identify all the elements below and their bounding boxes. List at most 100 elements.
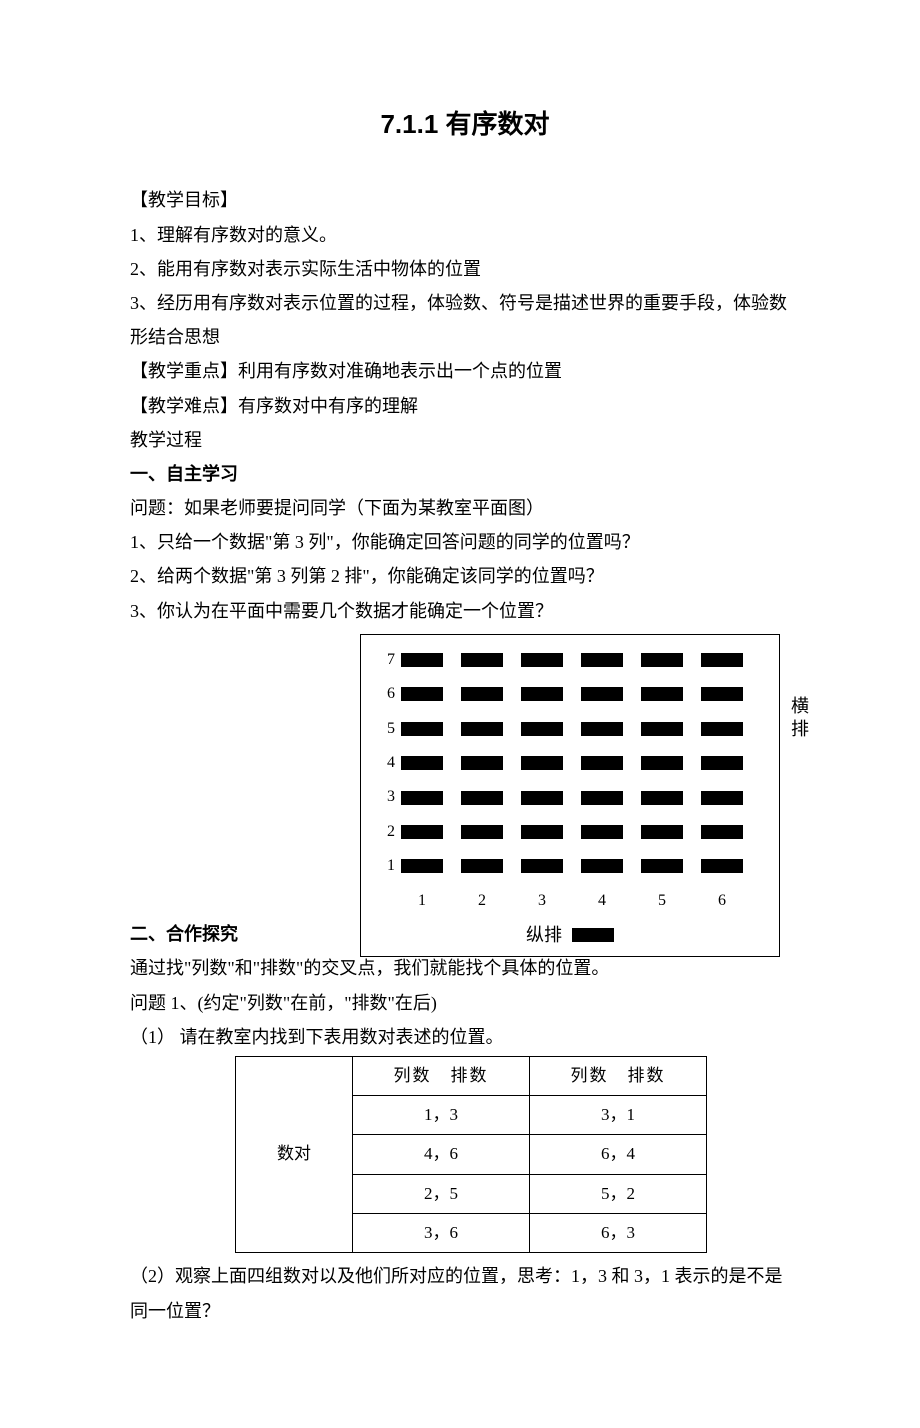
chart-row: 1 [375,851,765,881]
chart-row: 3 [375,782,765,812]
chart-row: 6 [375,679,765,709]
page-title: 7.1.1 有序数对 [130,100,800,149]
chart-col-label: 3 [521,886,563,916]
chart-row-label: 6 [375,679,395,709]
chart-cell [641,653,683,667]
chart-cell [581,791,623,805]
chart-row: 5 [375,714,765,744]
chart-cell [641,722,683,736]
table-header-row: 数对 列数 排数 列数 排数 [236,1056,707,1095]
chart-row: 2 [375,817,765,847]
chart-cell [701,722,743,736]
chart-row-label: 5 [375,714,395,744]
table-cell: 1，3 [353,1096,530,1135]
chart-cell [401,791,443,805]
chart-col-label: 1 [401,886,443,916]
chart-cell [581,687,623,701]
chart-cell [701,687,743,701]
chart-col-labels: 123456 [401,886,765,916]
chart-cell [401,687,443,701]
side-label-1: 横 [791,695,809,718]
chart-cell [461,791,503,805]
chart-cell [641,756,683,770]
chart-cell [461,722,503,736]
chart-col-label: 6 [701,886,743,916]
pair-table: 数对 列数 排数 列数 排数 1，3 3，1 4，6 6，4 2，5 5，2 3… [235,1056,707,1253]
table-row-header: 数对 [236,1056,353,1252]
chart-col-label: 2 [461,886,503,916]
chart-cell [401,653,443,667]
difficulty-heading: 【教学难点】 [130,396,238,416]
chart-cell [641,859,683,873]
closing-text: （2）观察上面四组数对以及他们所对应的位置，思考：1，3 和 3，1 表示的是不… [130,1259,800,1327]
table-col-header-right: 列数 排数 [530,1056,707,1095]
chart-row-cells [401,722,743,736]
objective-3: 3、经历用有序数对表示位置的过程，体验数、符号是描述世界的重要手段，体验数形结合… [130,286,800,354]
chart-row-label: 4 [375,748,395,778]
chart-cell [701,756,743,770]
chart-row-label: 1 [375,851,395,881]
objective-1: 1、理解有序数对的意义。 [130,218,800,252]
chart-row-cells [401,825,743,839]
chart-row-label: 7 [375,645,395,675]
chart-row-cells [401,653,743,667]
key-point-line: 【教学重点】利用有序数对准确地表示出一个点的位置 [130,354,800,388]
table-cell: 5，2 [530,1174,707,1213]
document-page: 7.1.1 有序数对 【教学目标】 1、理解有序数对的意义。 2、能用有序数对表… [0,0,920,1428]
chart-cell [401,722,443,736]
chart-cell [581,859,623,873]
chart-cell [521,756,563,770]
chart-bottom-label: 纵排 [526,918,562,952]
difficulty-line: 【教学难点】有序数对中有序的理解 [130,389,800,423]
chart-cell [401,825,443,839]
chart-cell [401,859,443,873]
chart-cell [581,722,623,736]
section2-line2: 问题 1、(约定"列数"在前，"排数"在后) [130,986,800,1020]
difficulty-text: 有序数对中有序的理解 [238,396,418,416]
table-col-header-left: 列数 排数 [353,1056,530,1095]
chart-cell [701,859,743,873]
chart-cell [521,825,563,839]
chart-cell [521,653,563,667]
section1-q2: 2、给两个数据"第 3 列第 2 排"，你能确定该同学的位置吗？ [130,559,800,593]
table-cell: 6，3 [530,1214,707,1253]
key-point-text: 利用有序数对准确地表示出一个点的位置 [238,361,562,381]
chart-cell [701,791,743,805]
chart-cell [521,687,563,701]
chart-row-cells [401,859,743,873]
chart-box: 7654321 123456 纵排 横 排 [360,634,780,957]
chart-cell [521,859,563,873]
chart-side-label: 横 排 [791,695,809,742]
chart-cell [701,825,743,839]
chart-col-label: 4 [581,886,623,916]
key-point-heading: 【教学重点】 [130,361,238,381]
chart-row: 7 [375,645,765,675]
chart-cell [581,653,623,667]
chart-row: 4 [375,748,765,778]
chart-cell [641,687,683,701]
chart-cell [461,756,503,770]
chart-cell [521,791,563,805]
table-cell: 3，6 [353,1214,530,1253]
table-cell: 2，5 [353,1174,530,1213]
chart-cell [461,859,503,873]
table-cell: 4，6 [353,1135,530,1174]
side-label-2: 排 [791,718,809,741]
process-heading: 教学过程 [130,423,800,457]
chart-cell [401,756,443,770]
chart-rows: 7 6 5 4 3 2 1 [375,645,765,882]
section1-q1: 1、只给一个数据"第 3 列"，你能确定回答问题的同学的位置吗？ [130,525,800,559]
chart-row-cells [401,687,743,701]
chart-bottom-block [572,928,614,942]
objectives-heading: 【教学目标】 [130,183,800,217]
chart-cell [461,687,503,701]
section1-q3: 3、你认为在平面中需要几个数据才能确定一个位置？ [130,594,800,628]
section1-intro: 问题：如果老师要提问同学（下面为某教室平面图） [130,491,800,525]
classroom-chart: 7654321 123456 纵排 横 排 [360,634,780,957]
chart-cell [461,825,503,839]
table-cell: 6，4 [530,1135,707,1174]
chart-cell [581,825,623,839]
chart-bottom-label-row: 纵排 [375,918,765,952]
chart-cell [581,756,623,770]
table-cell: 3，1 [530,1096,707,1135]
